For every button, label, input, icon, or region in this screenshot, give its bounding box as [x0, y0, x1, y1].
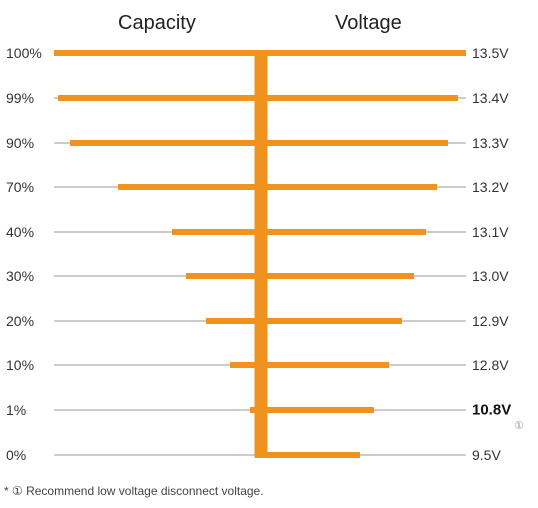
voltage-tick-label: 13.3V — [472, 135, 509, 151]
voltage-tick-label: 13.5V — [472, 45, 509, 61]
voltage-tick-label: 13.4V — [472, 90, 509, 106]
voltage-tick-label: 12.9V — [472, 313, 509, 329]
voltage-header: Voltage — [335, 12, 402, 34]
capacity-bar — [54, 50, 261, 56]
capacity-tick-label: 99% — [6, 90, 35, 106]
capacity-tick-label: 30% — [6, 268, 35, 284]
voltage-bar — [261, 140, 448, 146]
capacity-tick-label: 40% — [6, 224, 35, 240]
voltage-tick-label: 13.2V — [472, 179, 509, 195]
voltage-bar — [261, 273, 414, 279]
capacity-tick-label: 0% — [6, 447, 27, 463]
capacity-bar — [250, 407, 261, 413]
voltage-bar — [261, 318, 402, 324]
footnote: * ① Recommend low voltage disconnect vol… — [4, 484, 264, 498]
capacity-bar — [230, 362, 261, 368]
capacity-bar — [58, 95, 261, 101]
voltage-tick-label: 9.5V — [472, 447, 501, 463]
voltage-tick-label: 13.0V — [472, 268, 509, 284]
capacity-bar — [206, 318, 261, 324]
capacity-tick-label: 90% — [6, 135, 35, 151]
capacity-bar — [118, 184, 261, 190]
center-trunk — [254, 50, 268, 458]
voltage-tick-label: 13.1V — [472, 224, 509, 240]
voltage-bar — [261, 407, 374, 413]
voltage-bar — [261, 362, 389, 368]
capacity-tick-label: 20% — [6, 313, 35, 329]
voltage-bar — [261, 184, 437, 190]
capacity-tick-label: 10% — [6, 357, 35, 373]
voltage-bar — [261, 452, 360, 458]
capacity-header: Capacity — [118, 12, 196, 34]
capacity-tick-label: 100% — [6, 45, 42, 61]
voltage-bar — [261, 229, 426, 235]
voltage-tick-label: 10.8V — [472, 401, 512, 419]
capacity-bar — [70, 140, 261, 146]
voltage-bar — [261, 50, 466, 56]
capacity-tick-label: 70% — [6, 179, 35, 195]
capacity-bar — [186, 273, 261, 279]
capacity-bar — [172, 229, 261, 235]
voltage-bar — [261, 95, 458, 101]
low-voltage-marker: ① — [514, 420, 524, 432]
capacity-tick-label: 1% — [6, 402, 27, 418]
voltage-tick-label: 12.8V — [472, 357, 509, 373]
